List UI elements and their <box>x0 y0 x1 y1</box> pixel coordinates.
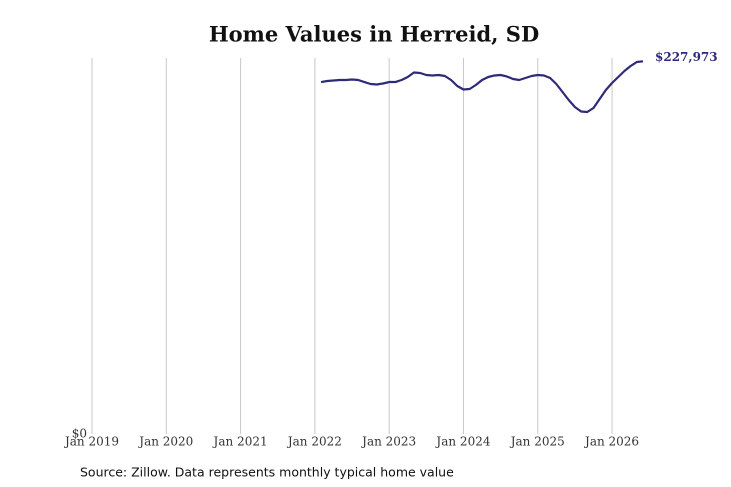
x-tick-label: Jan 2022 <box>286 435 342 449</box>
x-tick-label: Jan 2020 <box>137 435 193 449</box>
chart-title: Home Values in Herreid, SD <box>209 22 539 47</box>
x-tick-label: Jan 2025 <box>509 435 565 449</box>
value-label: $227,973 <box>655 50 718 64</box>
x-tick-label: Jan 2023 <box>360 435 416 449</box>
y-tick-label: $0 <box>72 427 87 441</box>
source-note: Source: Zillow. Data represents monthly … <box>80 465 454 480</box>
x-tick-label: Jan 2019 <box>63 435 119 449</box>
series-line <box>320 60 644 114</box>
x-tick-label: Jan 2024 <box>434 435 490 449</box>
x-tick-label: Jan 2021 <box>212 435 268 449</box>
x-tick-label: Jan 2026 <box>583 435 639 449</box>
